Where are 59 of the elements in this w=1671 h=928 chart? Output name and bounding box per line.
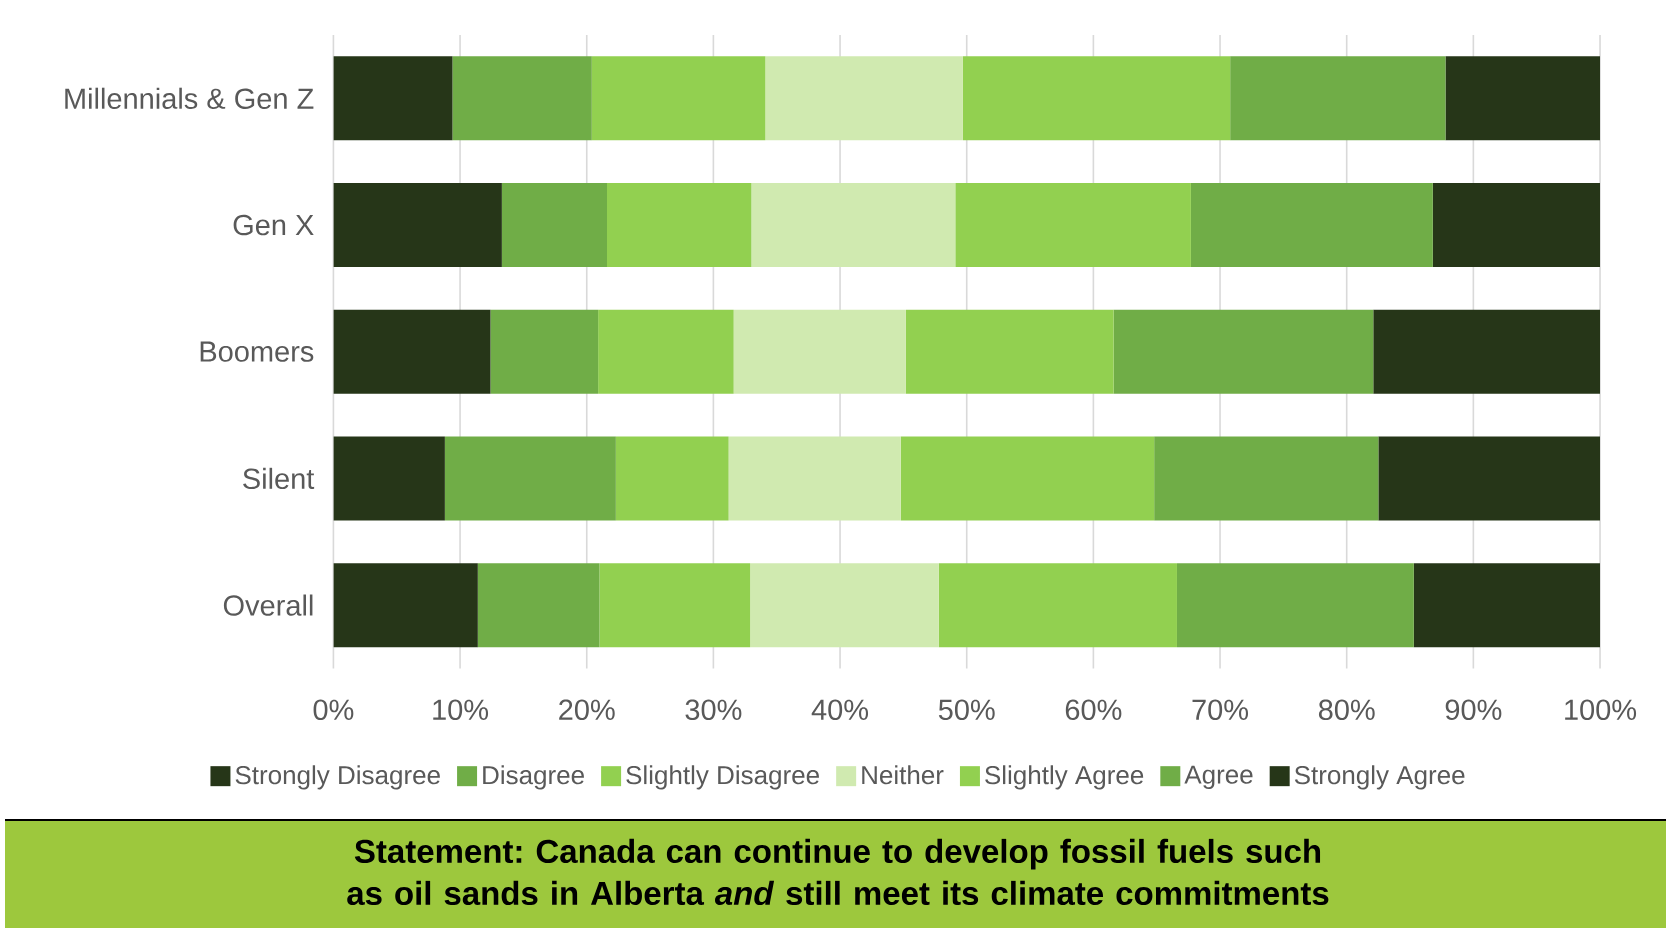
bar bbox=[900, 436, 1155, 521]
bar bbox=[444, 436, 616, 521]
bar bbox=[501, 183, 607, 268]
x-tick-label: 20% bbox=[559, 699, 615, 721]
bar bbox=[955, 183, 1191, 268]
bar bbox=[591, 56, 766, 141]
bar bbox=[765, 56, 963, 141]
x-tick-label: 10% bbox=[433, 699, 489, 721]
bar bbox=[1190, 183, 1433, 268]
legend-label: Slightly Disagree bbox=[626, 765, 819, 790]
bar bbox=[1373, 309, 1601, 394]
bar bbox=[490, 309, 599, 394]
bar bbox=[728, 436, 901, 521]
x-tick-label: 70% bbox=[1192, 699, 1249, 721]
bar bbox=[1176, 563, 1414, 648]
bar bbox=[962, 56, 1231, 141]
bar bbox=[1378, 436, 1601, 521]
x-tick-label: 40% bbox=[811, 699, 869, 721]
bar bbox=[333, 309, 491, 394]
x-tick-label: 30% bbox=[685, 699, 742, 721]
x-tick-label: 50% bbox=[938, 699, 995, 721]
bar bbox=[599, 563, 751, 648]
y-tick-label: Overall bbox=[223, 594, 313, 616]
bar bbox=[750, 563, 939, 648]
bar bbox=[477, 563, 600, 648]
bar bbox=[1432, 183, 1601, 268]
bar bbox=[333, 563, 478, 648]
y-tick-label: Boomers bbox=[200, 341, 314, 362]
bar bbox=[1230, 56, 1446, 141]
bar bbox=[598, 309, 734, 394]
bar bbox=[1154, 436, 1379, 521]
bar bbox=[333, 436, 445, 521]
y-tick-label: Silent bbox=[243, 467, 315, 490]
legend-label: Strongly Disagree bbox=[235, 765, 440, 790]
legend-label: Disagree bbox=[483, 765, 584, 790]
legend-label: Neither bbox=[862, 765, 944, 785]
legend-label: Agree bbox=[1184, 765, 1253, 790]
bar bbox=[452, 56, 592, 141]
bar bbox=[1445, 56, 1601, 141]
bar bbox=[1113, 309, 1374, 394]
bar bbox=[615, 436, 729, 521]
legend-label: Slightly Agree bbox=[985, 765, 1144, 790]
x-tick-label: 80% bbox=[1318, 699, 1375, 721]
bar bbox=[333, 56, 453, 141]
y-tick-label: Gen X bbox=[233, 214, 314, 236]
x-tick-label: 60% bbox=[1065, 699, 1122, 721]
text: Statement: Canada can continue to develop fossil fuels such as oil sands in Alberta and still meet its climate commitments bbox=[347, 838, 1329, 906]
y-tick-label: Millennials & Gen Z bbox=[65, 87, 314, 109]
bar bbox=[1413, 563, 1601, 648]
x-tick-label: 90% bbox=[1445, 699, 1502, 721]
bar bbox=[938, 563, 1177, 648]
bar bbox=[333, 183, 502, 268]
legend-label: Strongly Agree bbox=[1294, 765, 1465, 790]
bar bbox=[905, 309, 1114, 394]
x-tick-label: 0% bbox=[313, 699, 354, 721]
bar bbox=[607, 183, 752, 268]
bar bbox=[751, 183, 956, 268]
x-tick-label: 100% bbox=[1565, 699, 1637, 721]
bar bbox=[733, 309, 906, 394]
